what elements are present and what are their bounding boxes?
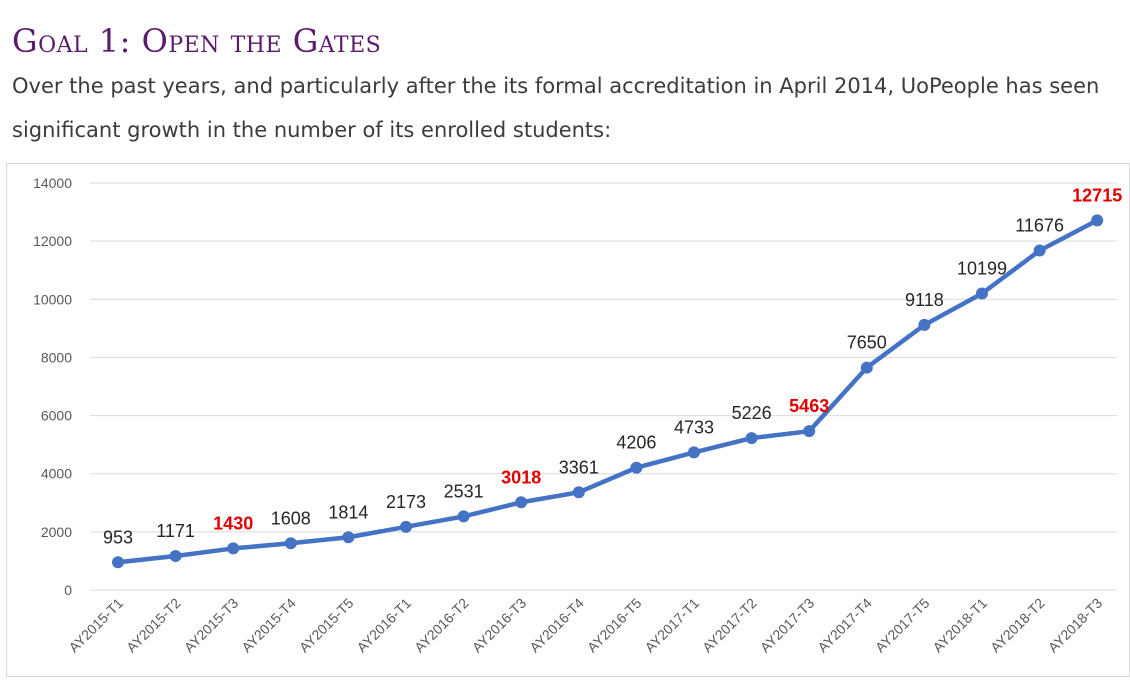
- x-tick-label: AY2018-T1: [929, 595, 990, 656]
- y-tick-label: 8000: [41, 349, 72, 365]
- data-point: [112, 556, 124, 569]
- data-label-highlighted: 12715: [1072, 185, 1122, 205]
- data-point: [284, 537, 297, 550]
- data-label: 2173: [386, 492, 426, 512]
- data-label-highlighted: 1430: [213, 513, 253, 533]
- data-label: 3361: [559, 457, 599, 477]
- data-point: [630, 461, 643, 474]
- data-label: 10199: [957, 259, 1007, 279]
- data-label: 1814: [328, 502, 368, 522]
- x-tick-label: AY2016-T2: [411, 595, 472, 656]
- data-point: [688, 446, 700, 459]
- data-point: [803, 425, 816, 438]
- data-label: 2531: [444, 481, 484, 501]
- data-point: [976, 287, 988, 300]
- x-tick-label: AY2017-T5: [872, 595, 933, 656]
- data-label: 4733: [674, 417, 714, 437]
- y-tick-label: 6000: [41, 408, 72, 424]
- x-tick-label: AY2017-T4: [814, 595, 875, 656]
- x-tick-label: AY2017-T3: [757, 595, 818, 656]
- data-point: [745, 432, 758, 445]
- y-tick-label: 2000: [41, 524, 72, 540]
- x-tick-label: AY2015-T2: [123, 595, 184, 656]
- x-tick-label: AY2015-T3: [181, 595, 242, 656]
- data-point: [1033, 244, 1046, 257]
- data-point: [572, 486, 585, 499]
- data-point: [169, 549, 182, 562]
- data-point: [342, 531, 355, 544]
- data-label: 11676: [1015, 216, 1064, 236]
- y-tick-label: 10000: [33, 291, 72, 307]
- data-label: 1171: [156, 521, 195, 541]
- data-label: 5226: [732, 403, 772, 423]
- y-tick-label: 4000: [41, 466, 72, 482]
- y-tick-label: 0: [64, 582, 72, 598]
- data-point: [860, 361, 873, 374]
- data-point: [918, 318, 931, 331]
- x-tick-label: AY2017-T2: [699, 595, 760, 656]
- x-tick-label: AY2017-T1: [641, 595, 702, 656]
- data-label: 953: [103, 527, 133, 547]
- data-point: [400, 520, 412, 533]
- data-label: 9118: [905, 290, 944, 310]
- data-point: [515, 496, 528, 509]
- page-title: Goal 1: Open the Gates: [12, 22, 382, 60]
- x-tick-label: AY2015-T4: [238, 595, 299, 656]
- data-point: [457, 510, 470, 523]
- data-label: 7650: [847, 333, 887, 353]
- data-label-highlighted: 5463: [789, 396, 829, 416]
- x-tick-label: AY2015-T1: [65, 595, 126, 656]
- intro-paragraph: Over the past years, and particularly af…: [12, 74, 1100, 142]
- x-tick-label: AY2018-T3: [1045, 595, 1106, 656]
- y-tick-label: 14000: [33, 175, 72, 191]
- data-label: 4206: [616, 433, 656, 453]
- x-tick-label: AY2016-T5: [584, 595, 645, 656]
- data-label-highlighted: 3018: [501, 467, 541, 487]
- x-tick-label: AY2016-T4: [526, 595, 587, 656]
- y-tick-label: 12000: [33, 233, 72, 249]
- x-tick-label: AY2015-T5: [296, 595, 357, 656]
- series-line: [115, 218, 1100, 565]
- data-point: [227, 542, 240, 555]
- data-point: [1091, 214, 1104, 227]
- x-tick-label: AY2016-T3: [469, 595, 530, 656]
- data-label: 1608: [271, 508, 311, 528]
- x-tick-label: AY2016-T1: [353, 595, 414, 656]
- x-tick-label: AY2018-T2: [987, 595, 1048, 656]
